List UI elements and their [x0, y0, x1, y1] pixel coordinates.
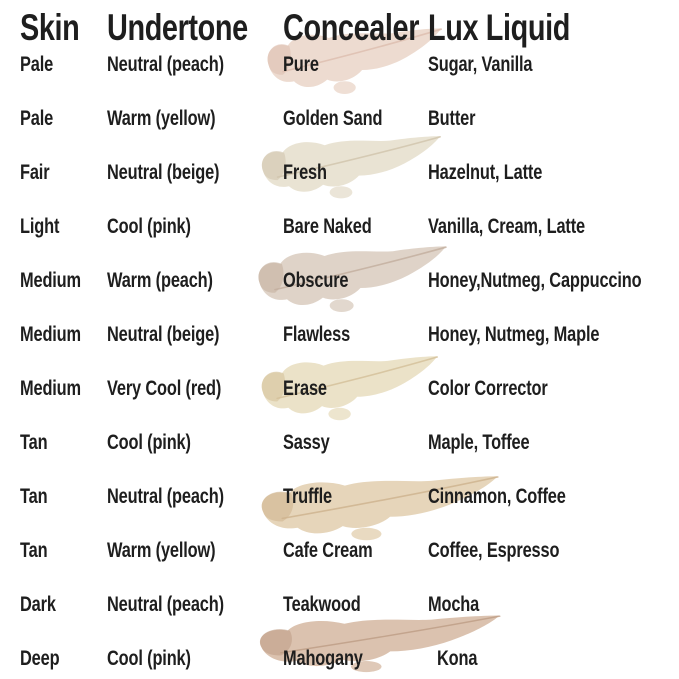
smear-drip: [350, 661, 382, 673]
concealer-swatch-pure: [267, 28, 443, 94]
column-header-concealer: Concealer: [283, 7, 420, 48]
column-header-undertone: Undertone: [107, 7, 248, 48]
table-row: Deep Cool (pink) Mahogany Kona: [0, 644, 679, 674]
cell-undertone: Cool (pink): [107, 215, 191, 238]
table-row: Dark Neutral (peach) Teakwood Mocha: [0, 590, 679, 620]
cell-lux-liquid: Kona: [437, 647, 478, 670]
column-header-lux-liquid: Lux Liquid: [428, 7, 570, 48]
table-row: Medium Very Cool (red) Erase Color Corre…: [0, 374, 679, 404]
smear-blob: [258, 262, 284, 293]
cell-skin: Pale: [20, 53, 54, 76]
smear-crease: [274, 246, 447, 291]
smear-body: [258, 246, 446, 306]
cell-concealer: Golden Sand: [283, 107, 383, 130]
cell-undertone: Warm (yellow): [107, 107, 216, 130]
table-row: Pale Neutral (peach) Pure Sugar, Vanilla: [0, 50, 679, 80]
table-row: Pale Warm (yellow) Golden Sand Butter: [0, 104, 679, 134]
smear-blob: [261, 491, 294, 522]
smear-drip: [333, 81, 356, 94]
smear-drip: [328, 407, 351, 421]
smear-crease: [276, 136, 441, 178]
smear-body: [261, 136, 441, 192]
cell-skin: Deep: [20, 647, 60, 670]
cell-skin: Medium: [20, 269, 81, 292]
concealer-swatch-mahogany: [259, 615, 501, 673]
cell-undertone: Neutral (peach): [107, 53, 224, 76]
cell-skin: Dark: [20, 593, 56, 616]
column-header-skin: Skin: [20, 7, 80, 48]
cell-undertone: Cool (pink): [107, 647, 191, 670]
table-row: Medium Neutral (beige) Flawless Honey, N…: [0, 320, 679, 350]
concealer-swatch-truffle: [261, 476, 499, 541]
cell-lux-liquid: Sugar, Vanilla: [428, 53, 533, 76]
cell-skin: Light: [20, 215, 60, 238]
smear-drip: [329, 186, 353, 199]
concealer-swatch-obscure: [258, 246, 447, 312]
cell-undertone: Neutral (beige): [107, 323, 220, 346]
cell-concealer: Pure: [283, 53, 319, 76]
table-row: Tan Neutral (peach) Truffle Cinnamon, Co…: [0, 482, 679, 512]
cell-lux-liquid: Vanilla, Cream, Latte: [428, 215, 585, 238]
cell-lux-liquid: Coffee, Espresso: [428, 539, 560, 562]
cell-undertone: Neutral (beige): [107, 161, 220, 184]
cell-concealer: Sassy: [283, 431, 330, 454]
cell-undertone: Neutral (peach): [107, 593, 224, 616]
smear-crease: [280, 615, 501, 654]
cell-lux-liquid: Cinnamon, Coffee: [428, 485, 566, 508]
cell-lux-liquid: Honey,Nutmeg, Cappuccino: [428, 269, 642, 292]
cell-concealer: Erase: [283, 377, 327, 400]
cell-lux-liquid: Butter: [428, 107, 476, 130]
cell-concealer: Bare Naked: [283, 215, 372, 238]
cell-concealer: Truffle: [283, 485, 332, 508]
cell-undertone: Cool (pink): [107, 431, 191, 454]
cell-lux-liquid: Hazelnut, Latte: [428, 161, 543, 184]
cell-lux-liquid: Color Corrector: [428, 377, 548, 400]
smear-blob: [261, 371, 286, 402]
cell-skin: Fair: [20, 161, 50, 184]
cell-concealer: Flawless: [283, 323, 351, 346]
concealer-swatch-erase: [261, 356, 439, 421]
table-row: Tan Cool (pink) Sassy Maple, Toffee: [0, 428, 679, 458]
smear-crease: [282, 28, 443, 73]
table-row: Tan Warm (yellow) Cafe Cream Coffee, Esp…: [0, 536, 679, 566]
cell-concealer: Obscure: [283, 269, 349, 292]
smear-drip: [351, 527, 382, 541]
smear-drip: [329, 299, 354, 312]
cell-lux-liquid: Honey, Nutmeg, Maple: [428, 323, 600, 346]
cell-skin: Medium: [20, 323, 81, 346]
table-row: Medium Warm (peach) Obscure Honey,Nutmeg…: [0, 266, 679, 296]
smear-blob: [267, 44, 291, 75]
cell-concealer: Cafe Cream: [283, 539, 373, 562]
cell-undertone: Warm (peach): [107, 269, 213, 292]
cell-undertone: Warm (yellow): [107, 539, 216, 562]
smear-crease: [281, 476, 499, 520]
concealer-swatch-fresh: [261, 136, 441, 199]
cell-skin: Tan: [20, 485, 48, 508]
cell-skin: Medium: [20, 377, 81, 400]
smear-body: [267, 28, 442, 88]
smear-crease: [276, 356, 439, 400]
smear-blob: [260, 629, 292, 656]
cell-undertone: Neutral (peach): [107, 485, 224, 508]
smear-body: [259, 615, 500, 667]
cell-undertone: Very Cool (red): [107, 377, 222, 400]
smear-body: [261, 476, 498, 534]
smear-blob: [261, 151, 286, 181]
cell-lux-liquid: Maple, Toffee: [428, 431, 530, 454]
cell-concealer: Mahogany: [283, 647, 363, 670]
cell-skin: Tan: [20, 539, 48, 562]
cell-lux-liquid: Mocha: [428, 593, 480, 616]
smear-body: [261, 356, 438, 414]
cell-concealer: Teakwood: [283, 593, 361, 616]
cell-skin: Pale: [20, 107, 54, 130]
table-header: Skin Undertone Concealer Lux Liquid: [0, 6, 679, 50]
cell-concealer: Fresh: [283, 161, 327, 184]
cell-skin: Tan: [20, 431, 48, 454]
table-row: Fair Neutral (beige) Fresh Hazelnut, Lat…: [0, 158, 679, 188]
table-row: Light Cool (pink) Bare Naked Vanilla, Cr…: [0, 212, 679, 242]
